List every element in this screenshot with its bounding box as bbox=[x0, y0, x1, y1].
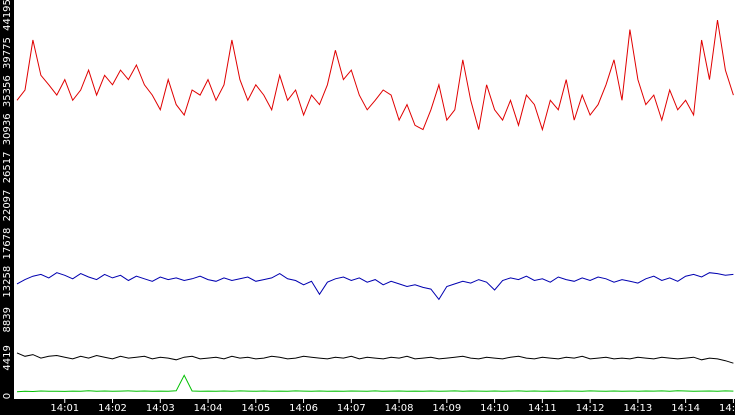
x-tick-label: 14:11 bbox=[528, 403, 557, 414]
y-tick-label: 0 bbox=[2, 393, 13, 399]
x-tick-label: 14:08 bbox=[385, 403, 414, 414]
y-tick-label: 39775 bbox=[2, 37, 13, 69]
series-line bbox=[16, 352, 734, 364]
x-tick-label: 14:03 bbox=[146, 403, 175, 414]
x-tick-label: 14:12 bbox=[576, 403, 605, 414]
y-tick-label: 13258 bbox=[2, 266, 13, 298]
y-axis-strip bbox=[0, 0, 14, 415]
series-line bbox=[16, 20, 734, 132]
x-tick-label: 14:10 bbox=[480, 403, 509, 414]
x-tick-label: 14:14 bbox=[671, 403, 700, 414]
y-tick-label: 26517 bbox=[2, 151, 13, 183]
y-tick-label: 44195 bbox=[2, 0, 13, 31]
x-tick-label: 14:01 bbox=[50, 403, 79, 414]
x-tick-label: 14:05 bbox=[241, 403, 270, 414]
x-tick-label: 14:09 bbox=[432, 403, 461, 414]
y-tick-label: 17678 bbox=[2, 228, 13, 260]
series-line bbox=[16, 272, 734, 301]
x-axis-strip bbox=[0, 399, 735, 415]
y-tick-label: 35356 bbox=[2, 75, 13, 107]
y-tick-label: 8839 bbox=[2, 307, 13, 332]
x-tick-label: 14:15 bbox=[719, 403, 735, 414]
x-tick-label: 14:06 bbox=[289, 403, 318, 414]
x-tick-label: 14:04 bbox=[194, 403, 223, 414]
series-line bbox=[16, 374, 734, 393]
y-tick-label: 4419 bbox=[2, 345, 13, 370]
y-tick-label: 30936 bbox=[2, 113, 13, 145]
x-tick-label: 14:02 bbox=[98, 403, 127, 414]
y-tick-label: 22097 bbox=[2, 190, 13, 222]
x-tick-label: 14:13 bbox=[623, 403, 652, 414]
x-tick-label: 14:07 bbox=[337, 403, 366, 414]
